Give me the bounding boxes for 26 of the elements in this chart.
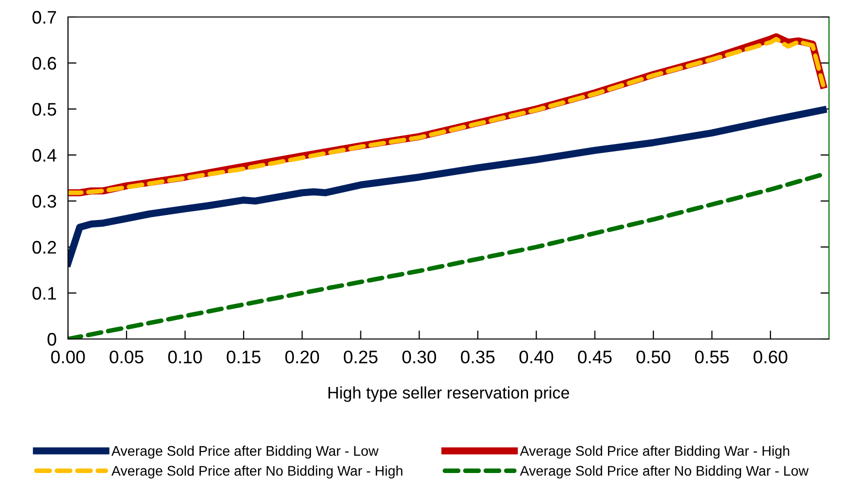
x-tick-label: 0.25 <box>344 350 378 364</box>
y-tick-label: 0.7 <box>32 10 56 24</box>
y-tick-label: 0.5 <box>32 102 56 116</box>
x-tick-label: 0.05 <box>110 350 144 364</box>
x-tick-label: 0.50 <box>636 350 670 364</box>
x-tick-label: 0.30 <box>402 350 436 364</box>
legend-label: Average Sold Price after No Bidding War - Low <box>520 466 809 478</box>
y-tick-label: 0.1 <box>32 286 56 300</box>
x-tick-label: 0.00 <box>51 350 85 364</box>
y-tick-label: 0.6 <box>32 56 56 70</box>
x-tick-label: 0.15 <box>226 350 260 364</box>
x-tick-label: 0.40 <box>519 350 554 364</box>
x-tick-label: 0.20 <box>285 350 320 364</box>
legend-label: Average Sold Price after Bidding War - High <box>520 446 790 459</box>
y-tick-label: 0.4 <box>32 148 56 162</box>
x-tick-label: 0.55 <box>695 350 729 364</box>
x-tick-label: 0.10 <box>168 350 202 364</box>
y-tick-label: 0.2 <box>32 240 56 254</box>
x-tick-label: 0.45 <box>578 350 612 364</box>
y-tick-label: 0.3 <box>32 194 56 208</box>
legend-label: Average Sold Price after Bidding War - Low <box>111 446 379 459</box>
y-tick-label: 0 <box>48 332 56 346</box>
x-tick-label: 0.60 <box>754 350 788 364</box>
x-axis-title: High type seller reservation price <box>328 386 570 402</box>
x-tick-label: 0.35 <box>460 350 495 364</box>
legend-label: Average Sold Price after No Bidding War - High <box>111 466 402 478</box>
